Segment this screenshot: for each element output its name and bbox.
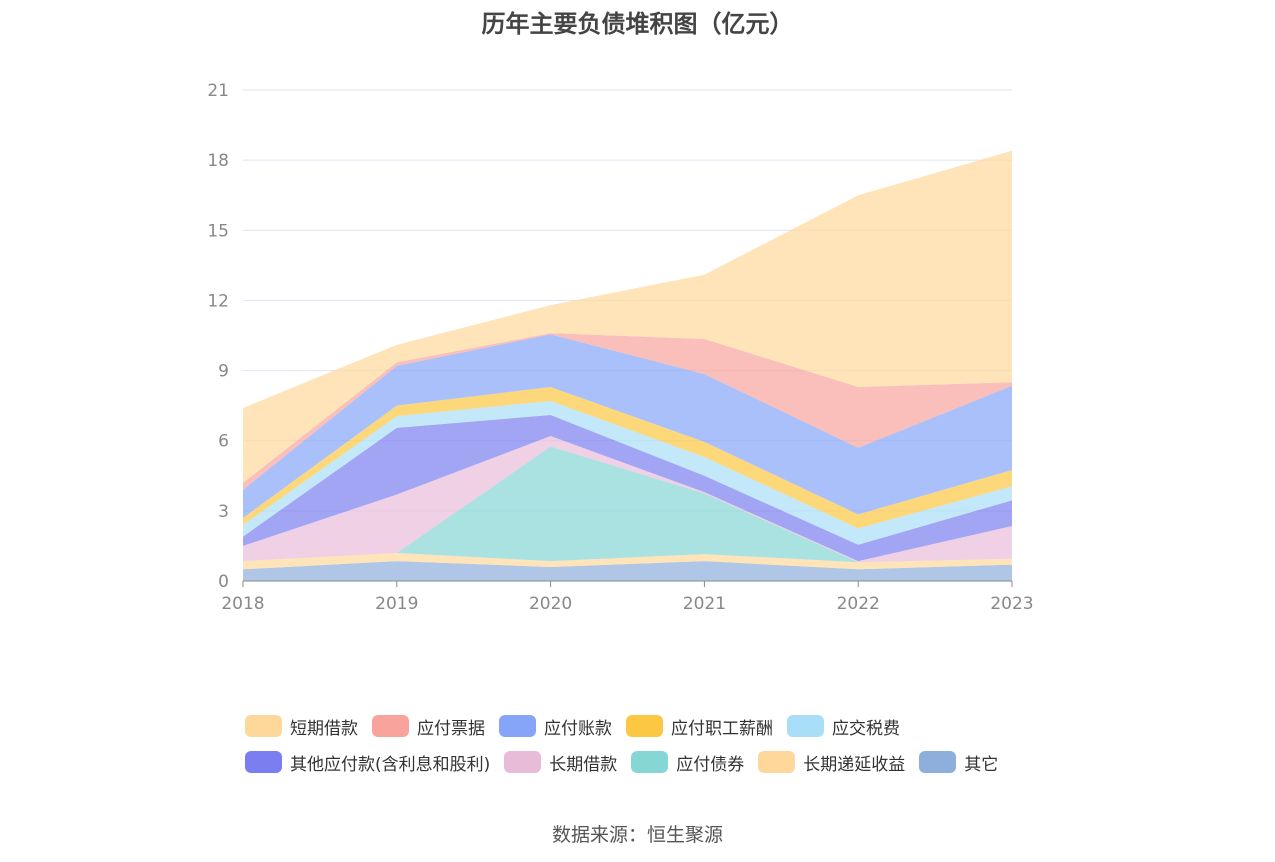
x-tick-label: 2020 [529,594,572,614]
axes: 0 3 6 9 12 15 18 21 2018 2019 2020 2021 2022 2023 [207,81,1033,614]
area-series[interactable] [243,552,1012,570]
legend-item-other[interactable]: 其它 [919,750,998,775]
legend-swatch [631,751,669,773]
area-series[interactable] [243,334,1012,518]
legend-row-2: 其他应付款(含利息和股利) 长期借款 应付债券 长期递延收益 其它 [245,744,1105,780]
area-series[interactable] [243,386,1012,529]
legend-item-deferred-income[interactable]: 长期递延收益 [758,750,905,775]
area-series[interactable] [243,561,1012,581]
x-tick-label: 2021 [683,594,726,614]
y-tick-label: 15 [207,221,229,241]
legend-swatch [758,751,796,773]
y-tick-label: 21 [207,81,229,101]
legend-label: 长期借款 [549,754,618,775]
legend-row-1: 短期借款 应付票据 应付账款 应付职工薪酬 应交税费 [245,708,1105,744]
legend-item-short-term-borrowing[interactable]: 短期借款 [245,714,358,739]
legend-item-other-payables[interactable]: 其他应付款(含利息和股利) [245,750,490,775]
legend-label: 长期递延收益 [803,754,906,775]
area-series-layer [243,150,1012,581]
area-series[interactable] [243,400,1012,545]
legend-label: 其他应付款(含利息和股利) [290,754,491,775]
area-series[interactable] [243,446,1012,563]
x-tick-label: 2019 [375,594,418,614]
legend-item-long-term-borrowing[interactable]: 长期借款 [504,750,617,775]
stacked-area-chart: 0 3 6 9 12 15 18 21 2018 2019 2020 2021 2022 2023 [207,81,1033,614]
legend-swatch [372,715,409,737]
legend-label: 应付职工薪酬 [671,718,773,739]
legend-item-payroll-payable[interactable]: 应付职工薪酬 [626,714,773,739]
legend-swatch [245,715,282,737]
y-tick-label: 18 [207,151,229,171]
legend-item-notes-payable[interactable]: 应付票据 [372,714,485,739]
chart-title: 历年主要负债堆积图（亿元） [481,10,794,38]
legend-label: 应交税费 [832,718,900,739]
y-tick-label: 12 [207,291,229,311]
legend-item-taxes-payable[interactable]: 应交税费 [787,714,900,739]
y-tick-label: 6 [218,432,229,452]
x-tick-label: 2023 [990,594,1033,614]
area-series[interactable] [243,436,1012,563]
legend-swatch [245,751,282,773]
legend-swatch [499,715,536,737]
legend-label: 其它 [964,754,999,775]
x-tick-label: 2022 [837,594,880,614]
legend-swatch [626,715,663,737]
y-tick-label: 0 [218,572,229,592]
legend-swatch [504,751,542,773]
legend-label: 应付债券 [676,754,745,775]
legend-item-bonds-payable[interactable]: 应付债券 [631,750,744,775]
area-series[interactable] [243,414,1012,562]
y-tick-label: 9 [218,362,229,382]
legend-swatch [787,715,824,737]
legend: 短期借款 应付票据 应付账款 应付职工薪酬 应交税费 其他应付款(含利息和股利)… [245,708,1105,780]
data-source-note: 数据来源：恒生聚源 [551,824,723,846]
legend-item-accounts-payable[interactable]: 应付账款 [499,714,612,739]
y-tick-label: 3 [218,502,229,522]
area-series[interactable] [243,150,1012,483]
legend-label: 短期借款 [290,718,358,739]
legend-label: 应付票据 [417,718,485,739]
area-series[interactable] [243,333,1012,490]
legend-label: 应付账款 [544,718,612,739]
x-tick-label: 2018 [221,594,264,614]
legend-swatch [919,751,957,773]
